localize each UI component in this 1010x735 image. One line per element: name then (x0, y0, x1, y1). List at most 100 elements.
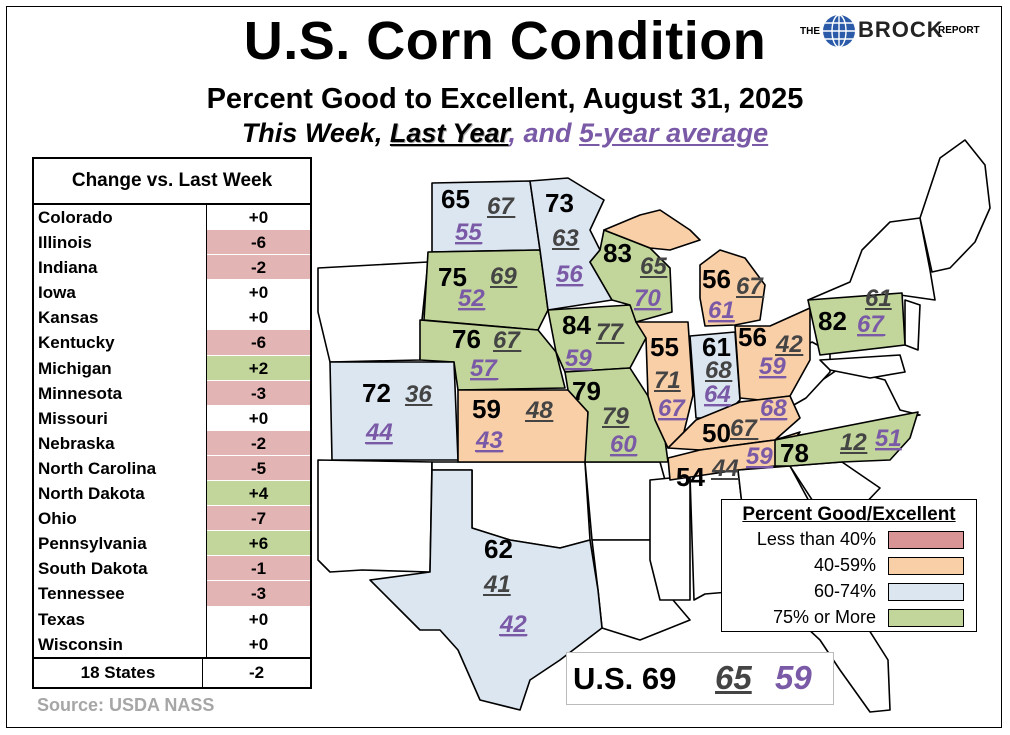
table-row: Ohio -7 (34, 506, 310, 532)
state-nebraska (419, 319, 566, 391)
table-row: Tennessee -3 (34, 581, 310, 607)
row-change: +2 (207, 355, 310, 381)
row-state: Nebraska (34, 430, 207, 456)
brand-the: THE (800, 26, 820, 37)
state-label-ohio-this-week: 56 (738, 322, 767, 352)
state-label-ohio-avg: 59 (759, 353, 786, 380)
color-key-row: 60-74% (722, 578, 976, 604)
state-label-north-dakota-avg: 55 (455, 219, 482, 246)
change-table-header: Change vs. Last Week (34, 159, 310, 205)
state-label-colorado-avg: 44 (365, 419, 393, 446)
footer-change: -2 (248, 662, 265, 682)
table-row: Iowa +0 (34, 280, 310, 306)
state-maryland (819, 354, 906, 379)
state-label-minnesota-this-week: 73 (545, 188, 574, 218)
change-table: Change vs. Last Week Colorado +0 Illinois -… (32, 157, 312, 689)
state-label-south-dakota-last-year: 69 (490, 263, 517, 290)
row-change: -2 (207, 255, 310, 281)
row-state: Illinois (34, 230, 207, 256)
table-row: Kentucky -6 (34, 330, 310, 356)
state-label-illinois-last-year: 71 (654, 367, 681, 394)
row-change: +0 (207, 406, 310, 431)
state-label-texas-this-week: 62 (484, 534, 513, 564)
page-subtitle: Percent Good to Excellent, August 31, 20… (206, 83, 804, 115)
state-north-carolina (774, 411, 919, 467)
row-state: South Dakota (34, 556, 207, 582)
state-label-illinois-this-week: 55 (650, 332, 679, 362)
row-state: Ohio (34, 506, 207, 532)
state-label-missouri-this-week: 79 (572, 376, 601, 406)
row-state: Kentucky (34, 330, 207, 356)
footer-label: 18 States (34, 658, 203, 687)
state-label-illinois-avg: 67 (658, 395, 686, 422)
row-change: +0 (207, 305, 310, 331)
table-row: Missouri +0 (34, 405, 310, 431)
row-change: -3 (207, 581, 310, 607)
color-key-row: 40-59% (722, 552, 976, 578)
state-label-north-dakota-last-year: 67 (487, 193, 515, 220)
table-row: Pennsylvania +6 (34, 531, 310, 557)
row-state: Tennessee (34, 581, 207, 607)
state-label-south-dakota-this-week: 75 (438, 262, 467, 292)
row-change: -2 (207, 430, 310, 456)
state-label-iowa-this-week: 84 (562, 310, 591, 340)
state-label-minnesota-avg: 56 (556, 261, 583, 288)
table-row: South Dakota -1 (34, 556, 310, 582)
state-label-minnesota-last-year: 63 (552, 225, 579, 252)
row-change: -6 (207, 330, 310, 356)
state-label-wisconsin-last-year: 65 (640, 253, 667, 280)
state-new-england (919, 139, 991, 273)
color-key-row: Less than 40% (722, 526, 976, 552)
state-label-nebraska-this-week: 76 (452, 324, 481, 354)
table-row: Colorado +0 (34, 205, 310, 231)
state-south-dakota (423, 249, 549, 331)
state-wisconsin (589, 229, 673, 323)
state-label-wisconsin-this-week: 83 (603, 238, 632, 268)
color-key-swatch (888, 609, 964, 627)
row-change: +4 (207, 481, 310, 507)
row-change: -6 (207, 230, 310, 256)
row-change: -5 (207, 455, 310, 482)
state-label-north-carolina-avg: 51 (875, 425, 902, 452)
state-label-colorado-last-year: 36 (405, 381, 432, 408)
state-label-north-carolina-this-week: 78 (780, 438, 809, 468)
state-label-tennessee-avg: 59 (746, 443, 773, 470)
state-colorado (329, 361, 459, 461)
state-label-indiana-avg: 64 (704, 381, 731, 408)
table-row: Minnesota -3 (34, 380, 310, 406)
state-label-north-dakota-this-week: 65 (441, 184, 470, 214)
us-total-label: U.S. 69 (573, 661, 677, 696)
state-label-kentucky-this-week: 50 (702, 418, 731, 448)
state-label-indiana-last-year: 68 (705, 357, 732, 384)
state-label-nebraska-last-year: 67 (493, 327, 521, 354)
state-label-texas-avg: 42 (499, 611, 527, 638)
state-label-michigan-last-year: 67 (736, 273, 764, 300)
legend-and: , and (508, 118, 580, 148)
color-key-label: 75% or More (772, 607, 876, 627)
state-label-texas-last-year: 41 (483, 571, 511, 598)
row-change: +0 (207, 205, 310, 231)
chart-frame (6, 6, 1002, 728)
color-key: Percent Good/Excellent Less than 40% 40-5… (721, 499, 977, 632)
row-state: Colorado (34, 205, 207, 231)
state-label-wisconsin-avg: 70 (634, 285, 661, 312)
state-label-kansas-avg: 43 (475, 427, 503, 454)
row-state: Texas (34, 606, 207, 632)
color-key-label: 60-74% (813, 581, 876, 601)
table-row: Michigan +2 (34, 355, 310, 381)
state-label-kentucky-avg: 68 (760, 395, 787, 422)
state-label-colorado-this-week: 72 (362, 378, 391, 408)
state-michigan-lower (699, 249, 766, 327)
row-state: Missouri (34, 405, 207, 431)
table-row: Nebraska -2 (34, 430, 310, 456)
state-label-ohio-last-year: 42 (775, 331, 803, 358)
table-row: Texas +0 (34, 606, 310, 632)
legend-last-year: Last Year (389, 118, 509, 148)
state-label-pennsylvania-avg: 67 (857, 311, 885, 338)
row-change: -3 (207, 380, 310, 406)
state-label-tennessee-this-week: 54 (676, 462, 705, 492)
table-row: Kansas +0 (34, 305, 310, 331)
color-key-label: Less than 40% (756, 529, 876, 549)
state-label-missouri-last-year: 79 (602, 403, 629, 430)
legend-comma: , (374, 118, 383, 148)
